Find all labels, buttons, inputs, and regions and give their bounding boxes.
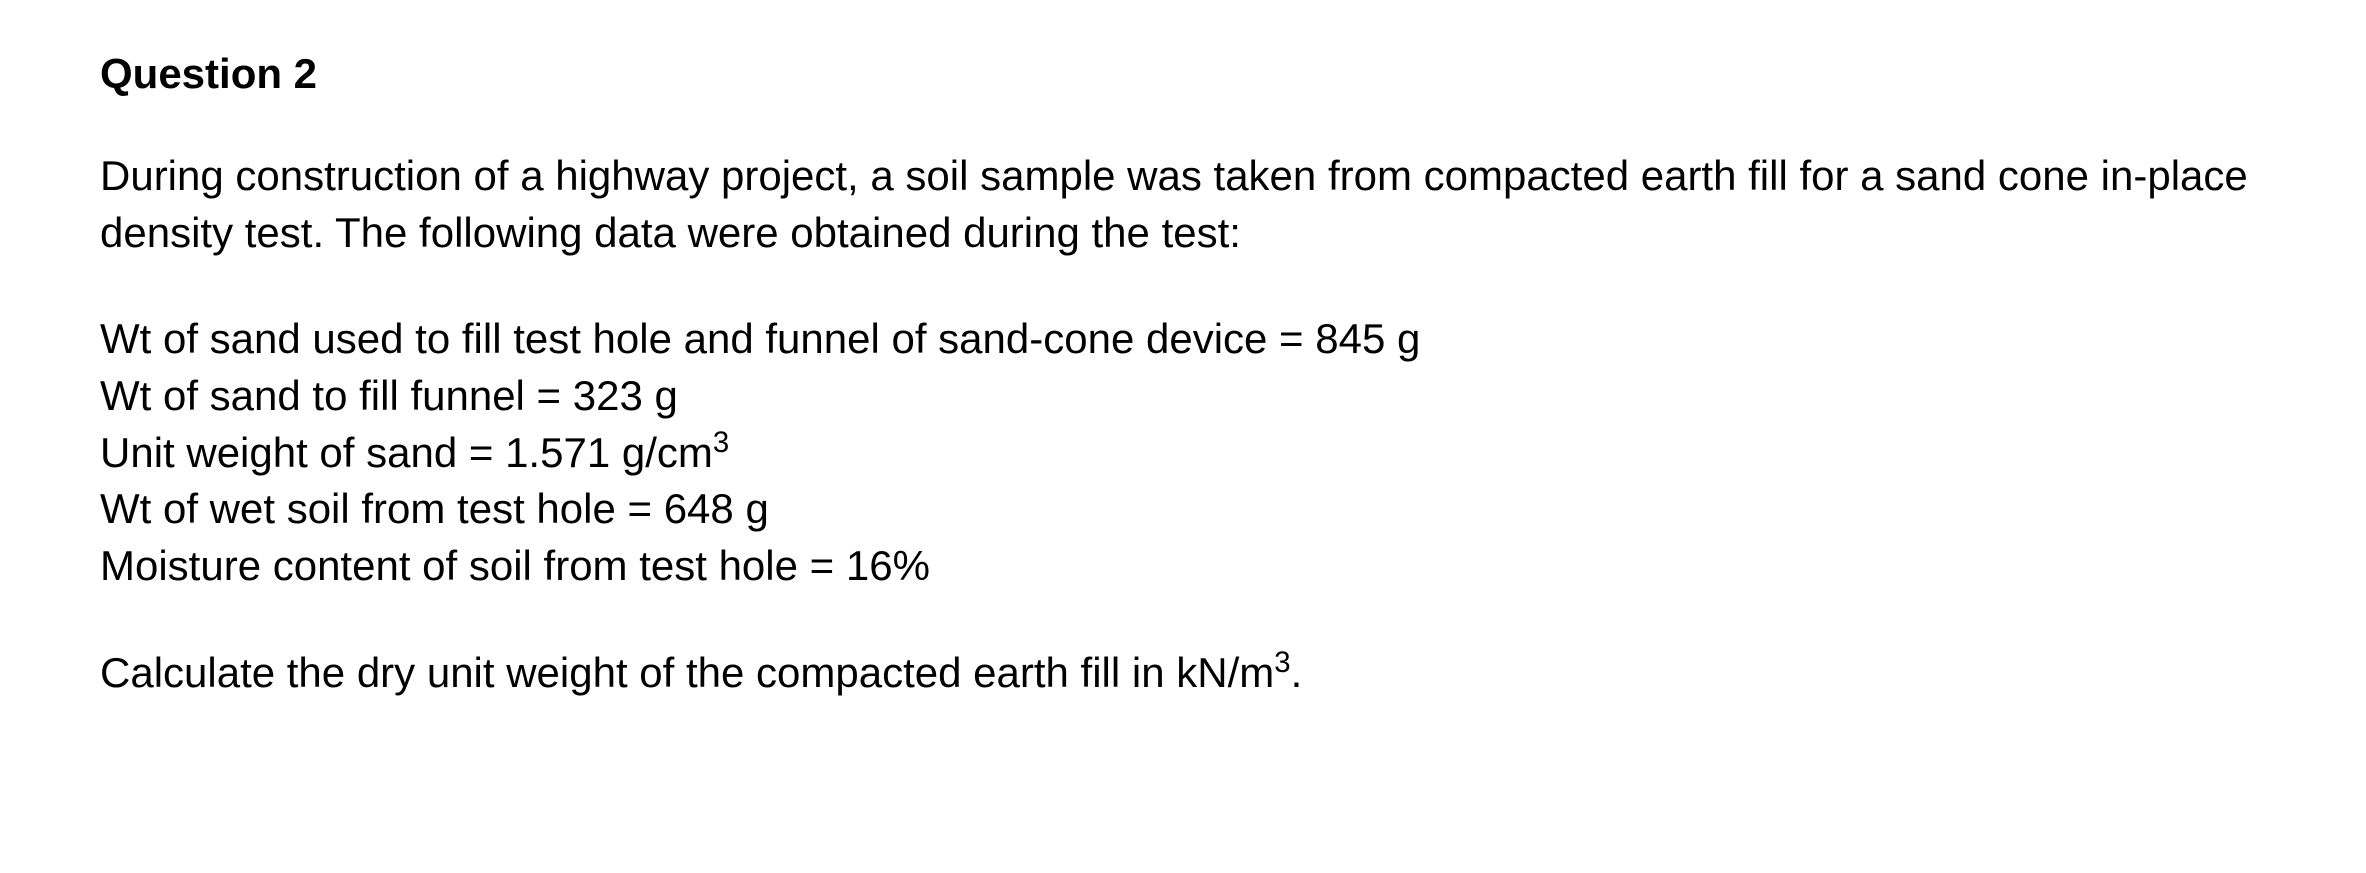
data-item-superscript: 3	[713, 426, 729, 459]
calculate-superscript: 3	[1274, 646, 1290, 679]
calculate-suffix: .	[1291, 649, 1303, 696]
data-item-value: 16%	[846, 542, 930, 589]
calculate-prefix: Calculate the dry unit weight of the com…	[100, 649, 1274, 696]
data-item-value: 323 g	[573, 372, 678, 419]
question-title: Question 2	[100, 50, 2266, 98]
data-item-value: 1.571 g/cm	[505, 429, 713, 476]
data-item-value: 648 g	[664, 485, 769, 532]
data-item-value: 845 g	[1315, 315, 1420, 362]
data-item-label: Wt of sand used to fill test hole and fu…	[100, 315, 1315, 362]
data-item-label: Wt of sand to fill funnel =	[100, 372, 573, 419]
intro-paragraph: During construction of a highway project…	[100, 148, 2266, 261]
data-item: Moisture content of soil from test hole …	[100, 538, 2266, 595]
data-list: Wt of sand used to fill test hole and fu…	[100, 311, 2266, 594]
data-item-label: Unit weight of sand =	[100, 429, 505, 476]
data-item: Unit weight of sand = 1.571 g/cm3	[100, 425, 2266, 482]
data-item: Wt of sand to fill funnel = 323 g	[100, 368, 2266, 425]
data-item: Wt of sand used to fill test hole and fu…	[100, 311, 2266, 368]
data-item-label: Moisture content of soil from test hole …	[100, 542, 846, 589]
question-container: Question 2 During construction of a high…	[100, 50, 2266, 702]
data-item-label: Wt of wet soil from test hole =	[100, 485, 664, 532]
calculate-line: Calculate the dry unit weight of the com…	[100, 645, 2266, 702]
data-item: Wt of wet soil from test hole = 648 g	[100, 481, 2266, 538]
